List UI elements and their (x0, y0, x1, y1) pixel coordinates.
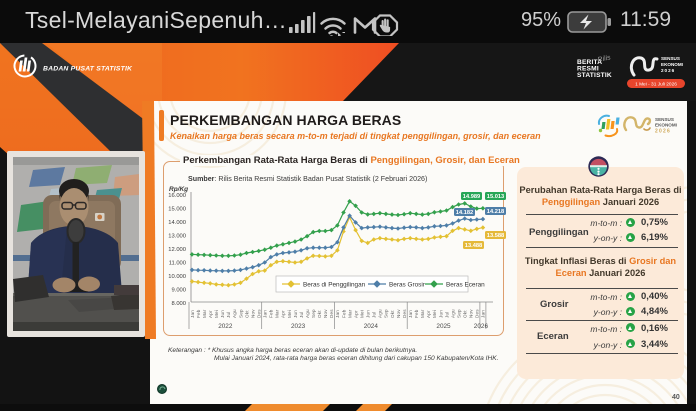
svg-text:Mar: Mar (202, 309, 207, 318)
svg-text:SENSUS: SENSUS (655, 117, 674, 122)
svg-text:Jun: Jun (438, 310, 443, 318)
svg-text:Agu: Agu (305, 309, 310, 318)
svg-text:Mei: Mei (287, 310, 292, 318)
svg-text:Jun: Jun (293, 310, 298, 318)
svg-text:15.013: 15.013 (487, 194, 504, 200)
svg-text:Mar: Mar (347, 309, 352, 318)
svg-text:Beras di Penggilingan: Beras di Penggilingan (303, 282, 366, 289)
svg-text:Jun: Jun (366, 310, 371, 318)
svg-text:Jan: Jan (481, 310, 486, 318)
svg-text:10.000: 10.000 (168, 274, 186, 280)
svg-text:Mar: Mar (420, 309, 425, 318)
svg-text:Jul: Jul (372, 312, 377, 318)
svg-text:11.000: 11.000 (169, 261, 186, 267)
svg-text:Apr: Apr (426, 310, 431, 318)
svg-text:9.000: 9.000 (171, 288, 186, 294)
svg-text:14.182: 14.182 (456, 210, 473, 216)
svg-text:BERITA: BERITA (577, 59, 602, 66)
svg-text:Jul: Jul (226, 312, 231, 318)
svg-text:12.000: 12.000 (168, 247, 186, 253)
svg-text:14.989: 14.989 (463, 194, 480, 200)
svg-text:Okt: Okt (463, 310, 468, 318)
svg-text:Agu: Agu (232, 309, 237, 318)
svg-text:Nov: Nov (250, 309, 255, 318)
svg-text:Nov: Nov (323, 309, 328, 318)
svg-text:Feb: Feb (414, 309, 419, 318)
svg-text:Apr: Apr (353, 310, 358, 318)
svg-text:Mar: Mar (275, 309, 280, 318)
svg-text:Feb: Feb (341, 309, 346, 318)
svg-text:2026: 2026 (661, 68, 675, 73)
svg-text:2026: 2026 (655, 129, 671, 135)
svg-text:Feb: Feb (196, 309, 201, 318)
svg-text:13.488: 13.488 (465, 243, 482, 249)
svg-text:Agu: Agu (378, 309, 383, 318)
svg-text:STATISTIK: STATISTIK (577, 72, 612, 79)
svg-text:2025: 2025 (436, 323, 451, 330)
svg-text:Okt: Okt (244, 310, 249, 318)
svg-text:Des: Des (257, 309, 262, 318)
svg-text:14.000: 14.000 (168, 220, 186, 226)
svg-text:Jun: Jun (220, 310, 225, 318)
svg-text:Mei: Mei (432, 310, 437, 318)
svg-text:Apr: Apr (208, 310, 213, 318)
svg-text:16.000: 16.000 (168, 193, 186, 199)
svg-text:8.000: 8.000 (171, 301, 186, 307)
svg-text:2026: 2026 (474, 323, 489, 330)
svg-text:Jan: Jan (408, 310, 413, 318)
svg-text:Sep: Sep (311, 309, 316, 318)
svg-text:Des: Des (475, 309, 480, 318)
svg-text:Rilis: Rilis (597, 54, 612, 64)
svg-text:Sep: Sep (238, 309, 243, 318)
svg-text:Nov: Nov (469, 309, 474, 318)
svg-text:13.000: 13.000 (168, 234, 186, 240)
svg-text:Nov: Nov (396, 309, 401, 318)
svg-text:Jul: Jul (299, 312, 304, 318)
svg-text:2023: 2023 (291, 323, 306, 330)
svg-text:Jul: Jul (444, 312, 449, 318)
svg-text:Okt: Okt (317, 310, 322, 318)
svg-text:14.218: 14.218 (487, 209, 504, 215)
svg-text:Agu: Agu (450, 309, 455, 318)
svg-text:EKONOMI: EKONOMI (655, 123, 677, 128)
svg-text:Mei: Mei (214, 310, 219, 318)
svg-text:Apr: Apr (281, 310, 286, 318)
svg-text:EKONOMI: EKONOMI (661, 62, 683, 67)
svg-text:Sep: Sep (456, 309, 461, 318)
svg-text:13.588: 13.588 (487, 233, 504, 239)
svg-text:2024: 2024 (364, 323, 379, 330)
svg-text:Beras Eceran: Beras Eceran (446, 282, 485, 289)
svg-text:Jan: Jan (263, 310, 268, 318)
svg-text:1 Mei - 31 Juli 2026: 1 Mei - 31 Juli 2026 (635, 82, 677, 88)
svg-text:Jan: Jan (190, 310, 195, 318)
svg-text:SENSUS: SENSUS (661, 56, 680, 61)
svg-text:BADAN PUSAT STATISTIK: BADAN PUSAT STATISTIK (43, 66, 133, 73)
svg-text:2022: 2022 (218, 323, 233, 330)
svg-text:Sep: Sep (384, 309, 389, 318)
svg-text:Beras Grosir: Beras Grosir (389, 282, 426, 289)
svg-text:Des: Des (402, 309, 407, 318)
svg-text:Mei: Mei (360, 310, 365, 318)
svg-text:Jan: Jan (335, 310, 340, 318)
svg-text:15.000: 15.000 (168, 207, 186, 213)
svg-text:Feb: Feb (269, 309, 274, 318)
svg-text:Des: Des (329, 309, 334, 318)
svg-text:Okt: Okt (390, 310, 395, 318)
svg-text:RESMI: RESMI (577, 66, 599, 73)
